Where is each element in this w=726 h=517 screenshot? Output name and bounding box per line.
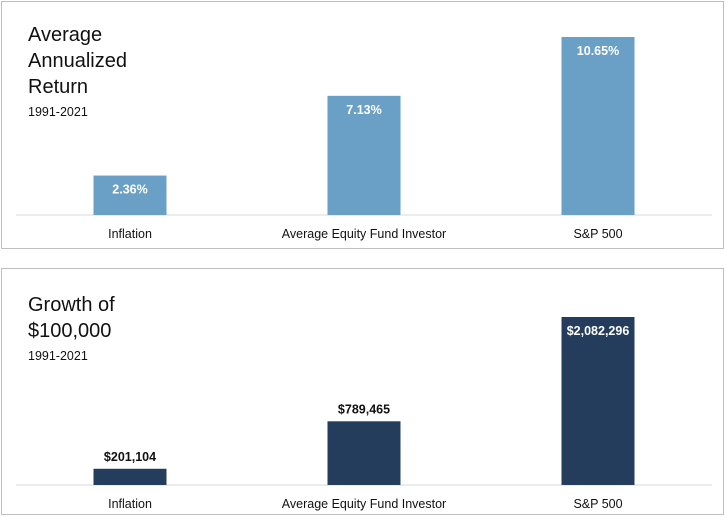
category-label: S&P 500 (573, 497, 622, 511)
bar (93, 468, 167, 485)
bar (561, 37, 635, 215)
data-label: $201,104 (104, 450, 156, 464)
category-label: Average Equity Fund Investor (282, 227, 446, 241)
chart-subtitle: 1991-2021 (28, 349, 88, 363)
data-label: 7.13% (346, 103, 381, 117)
annualized-return-panel: Average Annualized Return 1991-2021 2.36… (1, 1, 724, 249)
growth-panel: Growth of $100,000 1991-2021 $201,104 Inf… (1, 268, 724, 515)
chart-title: Average Annualized Return (28, 24, 127, 98)
chart-subtitle: 1991-2021 (28, 105, 88, 119)
category-label: Average Equity Fund Investor (282, 497, 446, 511)
bar (93, 175, 167, 215)
data-label: $789,465 (338, 402, 390, 416)
category-label: S&P 500 (573, 227, 622, 241)
data-label: 2.36% (112, 183, 147, 197)
data-label: 10.65% (577, 44, 619, 58)
data-label: $2,082,296 (567, 324, 630, 338)
growth-chart: $201,104 Inflation $789,465 Average Equity … (16, 317, 712, 511)
annualized-return-chart: 2.36% Inflation 7.13% Average Equity Fund I… (16, 37, 712, 241)
category-label: Inflation (108, 227, 152, 241)
bar (327, 421, 401, 485)
bar (327, 95, 401, 215)
category-label: Inflation (108, 497, 152, 511)
chart-title: Growth of $100,000 (28, 294, 115, 342)
bar (561, 317, 635, 485)
